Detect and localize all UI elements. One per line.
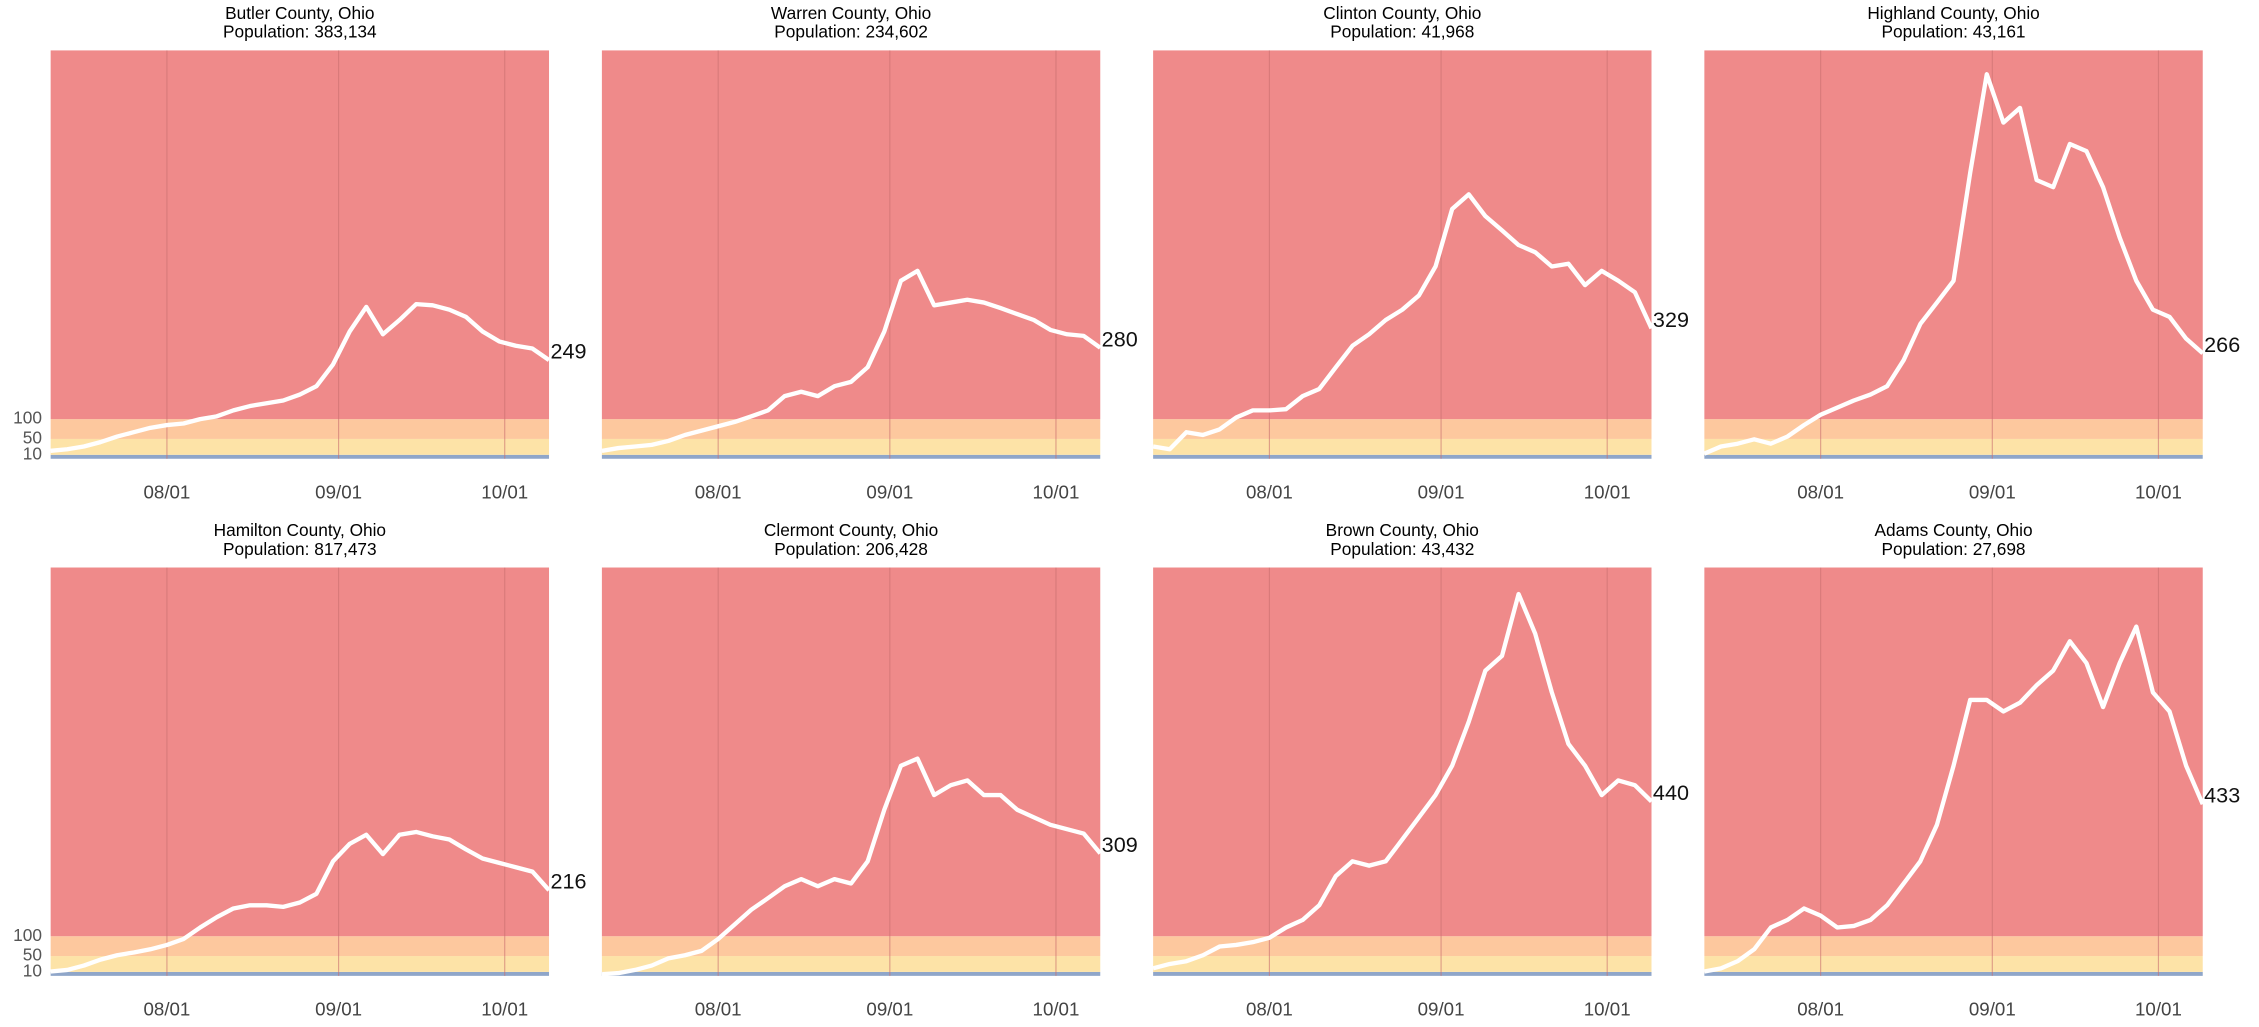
x-tick-label: 10/01 — [481, 998, 528, 1019]
x-tick-label: 08/01 — [1797, 998, 1844, 1019]
band — [601, 454, 1101, 459]
end-label: 249 — [550, 339, 586, 364]
x-tick-label: 08/01 — [695, 481, 742, 502]
band — [601, 567, 1101, 937]
band — [601, 936, 1101, 957]
chart-title: Butler County, Ohio — [225, 3, 374, 23]
band — [1153, 936, 1652, 957]
x-tick-label: 09/01 — [1418, 998, 1465, 1019]
band — [1704, 956, 2203, 972]
band — [1153, 956, 1652, 972]
end-label: 433 — [2204, 783, 2240, 808]
chart-title: Hamilton County, Ohio — [214, 520, 386, 540]
x-tick-label: 10/01 — [2135, 481, 2182, 502]
y-tick-label: 100 — [13, 408, 42, 428]
x-tick-label: 08/01 — [1797, 481, 1844, 502]
line — [50, 301, 551, 453]
band — [1704, 419, 2203, 439]
band — [50, 971, 550, 976]
band — [1704, 567, 2203, 937]
x-tick-label: 09/01 — [1418, 481, 1465, 502]
band — [1704, 438, 2203, 455]
band — [601, 971, 1101, 976]
end-label: 440 — [1653, 780, 1689, 805]
chart-subtitle: Population: 41,968 — [1330, 22, 1474, 42]
band — [1153, 419, 1652, 439]
band — [1153, 50, 1652, 420]
end-label: 309 — [1102, 832, 1138, 857]
chart-title: Clermont County, Ohio — [764, 520, 938, 540]
chart-subtitle: Population: 43,432 — [1330, 539, 1474, 559]
chart-subtitle: Population: 383,134 — [223, 22, 377, 42]
x-tick-label: 08/01 — [1246, 481, 1293, 502]
y-tick-label: 10 — [23, 960, 42, 980]
x-tick-label: 10/01 — [1584, 998, 1631, 1019]
band — [1153, 438, 1652, 455]
x-tick-label: 10/01 — [1033, 998, 1080, 1019]
band — [50, 454, 550, 459]
line — [1703, 624, 2205, 974]
band — [1153, 567, 1652, 937]
band — [1704, 971, 2203, 976]
line — [50, 829, 551, 974]
x-tick-label: 09/01 — [866, 481, 913, 502]
x-tick-label: 09/01 — [315, 998, 362, 1019]
y-tick-label: 50 — [23, 945, 42, 965]
x-tick-label: 09/01 — [1969, 998, 2016, 1019]
line — [1703, 72, 2205, 456]
end-label: 216 — [550, 869, 586, 894]
band — [1704, 936, 2203, 957]
band — [601, 438, 1101, 455]
line — [1152, 192, 1654, 452]
x-tick-label: 08/01 — [144, 998, 191, 1019]
y-tick-label: 100 — [13, 925, 42, 945]
x-tick-label: 08/01 — [1246, 998, 1293, 1019]
x-tick-label: 10/01 — [1584, 481, 1631, 502]
x-tick-label: 09/01 — [315, 481, 362, 502]
band — [50, 567, 550, 937]
band — [50, 438, 550, 455]
band — [50, 956, 550, 972]
x-tick-label: 08/01 — [144, 481, 191, 502]
chart-subtitle: Population: 43,161 — [1882, 22, 2026, 42]
x-tick-label: 08/01 — [695, 998, 742, 1019]
band — [1153, 454, 1652, 459]
x-tick-label: 10/01 — [481, 481, 528, 502]
chart-title: Clinton County, Ohio — [1323, 3, 1481, 23]
y-tick-label: 10 — [23, 443, 42, 463]
line — [1152, 591, 1654, 971]
chart-title: Warren County, Ohio — [771, 3, 931, 23]
chart-title: Adams County, Ohio — [1875, 520, 2033, 540]
x-tick-label: 10/01 — [2135, 998, 2182, 1019]
end-label: 266 — [2204, 332, 2240, 357]
line — [601, 268, 1102, 453]
end-label: 329 — [1653, 307, 1689, 332]
x-tick-label: 09/01 — [866, 998, 913, 1019]
band — [1153, 971, 1652, 976]
chart-subtitle: Population: 817,473 — [223, 539, 377, 559]
chart-subtitle: Population: 27,698 — [1882, 539, 2026, 559]
band — [1704, 50, 2203, 420]
band — [601, 50, 1101, 420]
y-tick-label: 50 — [23, 428, 42, 448]
chart-subtitle: Population: 206,428 — [774, 539, 928, 559]
band — [50, 50, 550, 420]
chart-subtitle: Population: 234,602 — [774, 22, 928, 42]
band — [1704, 454, 2203, 459]
x-tick-label: 10/01 — [1033, 481, 1080, 502]
line — [601, 756, 1102, 977]
band — [601, 956, 1101, 972]
end-label: 280 — [1102, 326, 1138, 351]
chart-title: Highland County, Ohio — [1867, 3, 2039, 23]
x-tick-label: 09/01 — [1969, 481, 2016, 502]
chart-title: Brown County, Ohio — [1326, 520, 1479, 540]
